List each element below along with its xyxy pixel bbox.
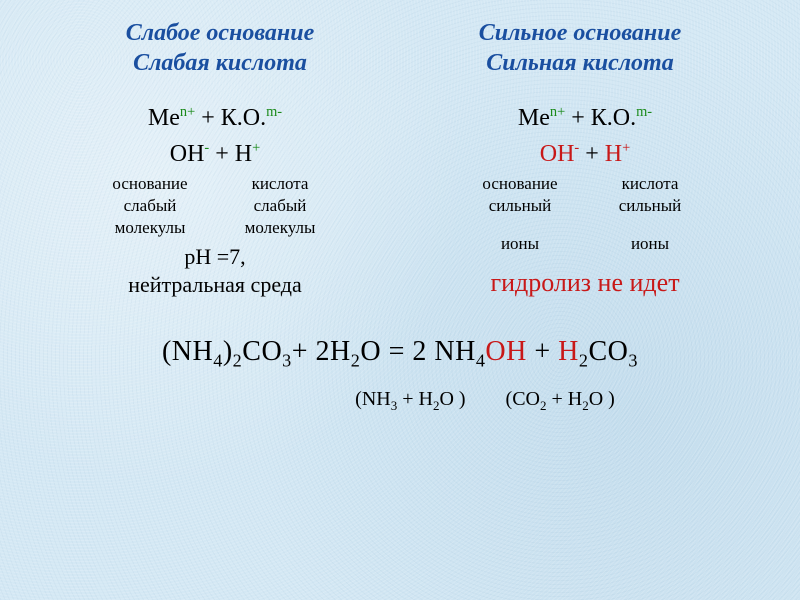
heading-left: Слабое основание Слабая кислота xyxy=(40,18,400,78)
title-weak-base: Слабое основание xyxy=(40,18,400,48)
eq-p3: CO xyxy=(242,336,282,367)
eq-s6: 2 xyxy=(579,351,589,371)
lbl-mol1: молекулы xyxy=(90,218,210,238)
eq-s3: 3 xyxy=(282,351,292,371)
eq-p4: + 2H xyxy=(292,336,351,367)
eq-s4: 2 xyxy=(351,351,361,371)
se-gap xyxy=(466,388,506,410)
left-ion-line1: Men+ + К.О.m- xyxy=(40,100,390,136)
left-label-row3: молекулы молекулы xyxy=(40,218,390,238)
lbl-weak2: слабый xyxy=(220,196,340,216)
anion-charge-r: m- xyxy=(636,104,652,120)
right-label-row2: сильный сильный xyxy=(410,196,760,216)
columns: Men+ + К.О.m- OH- + H+ основание кислота… xyxy=(40,100,760,298)
right-ion-line1: Men+ + К.О.m- xyxy=(410,100,760,136)
anion-charge: m- xyxy=(266,104,282,120)
title-strong-acid: Сильная кислота xyxy=(400,48,760,78)
headings-row: Слабое основание Слабая кислота Сильное … xyxy=(40,18,760,78)
se-p4: (CO xyxy=(506,388,540,410)
anion-symbol: К.О. xyxy=(221,105,266,131)
se-p1: (NH xyxy=(355,388,391,410)
eq-s1: 4 xyxy=(213,351,223,371)
heading-right: Сильное основание Сильная кислота xyxy=(400,18,760,78)
lbl-acid: кислота xyxy=(220,174,340,194)
eq-oh: OH xyxy=(485,336,526,367)
se-p5: + H xyxy=(547,388,583,410)
proton-charge: + xyxy=(252,140,260,156)
right-ion-line2: OH- + H+ xyxy=(410,136,760,172)
lbl-weak1: слабый xyxy=(90,196,210,216)
se-p3: O ) xyxy=(439,388,465,410)
left-label-row2: слабый слабый xyxy=(40,196,390,216)
ph-value: рН =7, xyxy=(40,244,390,270)
proton-r: H xyxy=(605,141,622,167)
main-equation: (NH4)2CO3+ 2H2O = 2 NH4OH + H2CO3 xyxy=(40,336,760,372)
lbl-acid-r: кислота xyxy=(590,174,710,194)
right-column: Men+ + К.О.m- OH- + H+ основание кислота… xyxy=(410,100,760,298)
left-ion-line2: OH- + H+ xyxy=(40,136,390,172)
title-weak-acid: Слабая кислота xyxy=(40,48,400,78)
lbl-ion1: ионы xyxy=(460,234,580,254)
sub-equation: (NH3 + H2O ) (CO2 + H2O ) xyxy=(40,388,760,414)
eq-s5: 4 xyxy=(476,351,486,371)
cation-symbol-r: Me xyxy=(518,105,550,131)
cation-charge-r: n+ xyxy=(550,104,565,120)
plus-1: + xyxy=(195,105,221,131)
cation-charge: n+ xyxy=(180,104,195,120)
lbl-strong1: сильный xyxy=(460,196,580,216)
left-label-row1: основание кислота xyxy=(40,174,390,194)
eq-s2: 2 xyxy=(233,351,243,371)
eq-h: H xyxy=(558,336,579,367)
se-p6: O ) xyxy=(589,388,615,410)
plus-2: + xyxy=(209,141,235,167)
title-strong-base: Сильное основание xyxy=(400,18,760,48)
lbl-base: основание xyxy=(90,174,210,194)
plus-1-r: + xyxy=(565,105,591,131)
env-label: нейтральная среда xyxy=(40,272,390,298)
no-hydrolysis: гидролиз не идет xyxy=(410,268,760,298)
proton-charge-r: + xyxy=(622,140,630,156)
eq-p2: ) xyxy=(223,336,233,367)
proton: H xyxy=(235,141,252,167)
cation-symbol: Me xyxy=(148,105,180,131)
lbl-strong2: сильный xyxy=(590,196,710,216)
eq-p5: O = 2 NH xyxy=(360,336,475,367)
hydroxide: OH xyxy=(170,141,205,167)
hydroxide-r: OH xyxy=(540,141,575,167)
eq-co: CO xyxy=(589,336,629,367)
se-p2: + H xyxy=(397,388,433,410)
lbl-mol2: молекулы xyxy=(220,218,340,238)
left-column: Men+ + К.О.m- OH- + H+ основание кислота… xyxy=(40,100,390,298)
eq-p6: + xyxy=(527,336,558,367)
eq-p1: (NH xyxy=(162,336,213,367)
lbl-base-r: основание xyxy=(460,174,580,194)
anion-symbol-r: К.О. xyxy=(591,105,636,131)
right-label-row3: ионы ионы xyxy=(410,234,760,254)
eq-s7: 3 xyxy=(628,351,638,371)
right-label-row1: основание кислота xyxy=(410,174,760,194)
plus-2-r: + xyxy=(579,141,605,167)
lbl-ion2: ионы xyxy=(590,234,710,254)
